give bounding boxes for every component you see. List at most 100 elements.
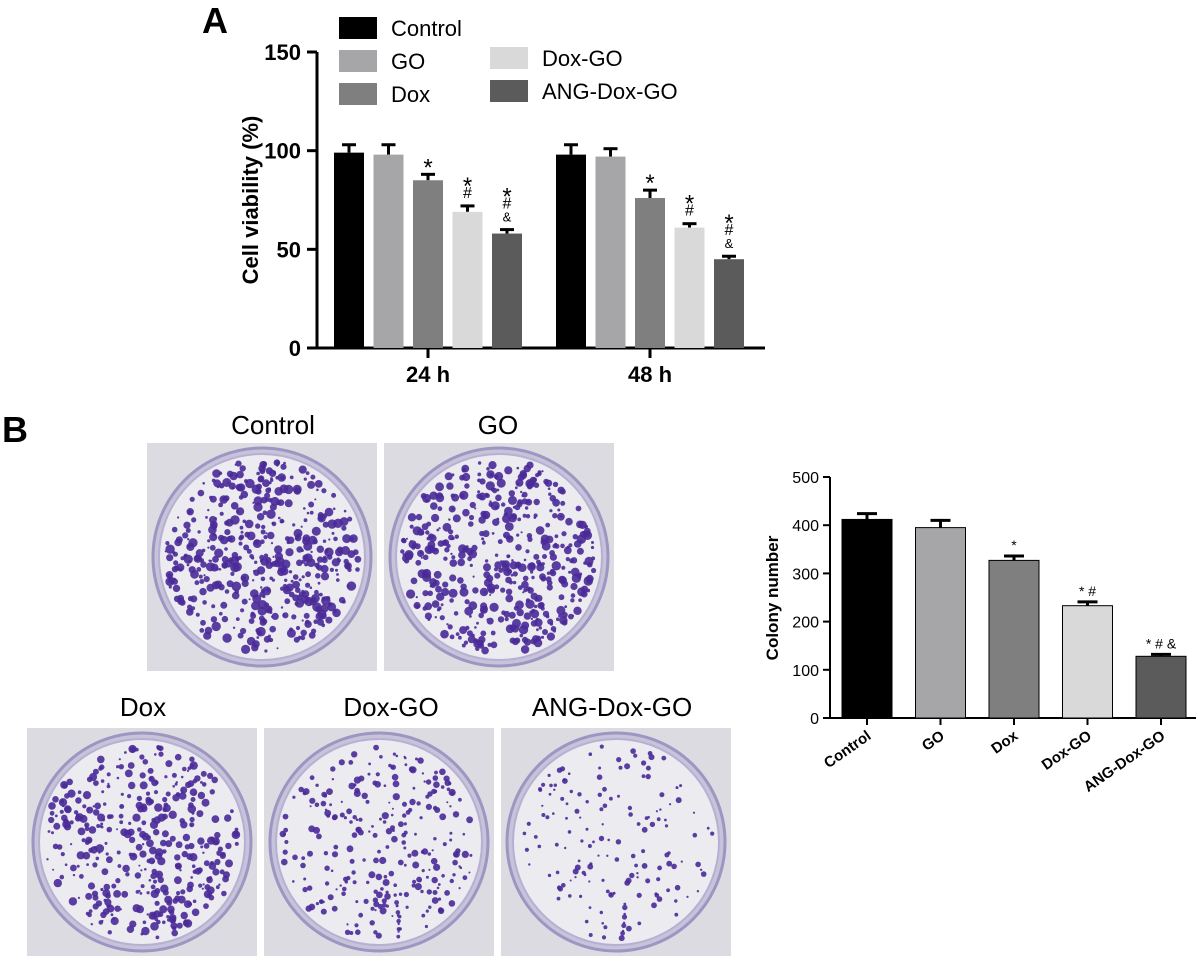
colony <box>498 567 504 573</box>
colony <box>326 814 331 818</box>
colony <box>377 849 381 854</box>
y-tick-label: 50 <box>277 237 301 262</box>
colony <box>129 852 138 861</box>
colony <box>657 865 662 871</box>
colony <box>261 617 266 622</box>
colony <box>645 773 651 780</box>
colony <box>529 476 537 484</box>
colony <box>160 839 167 847</box>
colony <box>189 788 198 796</box>
colony <box>75 797 82 804</box>
colony <box>222 633 232 643</box>
colony <box>396 934 401 939</box>
colony <box>545 614 550 619</box>
colony <box>372 832 378 838</box>
colony <box>578 572 583 576</box>
colony <box>197 867 203 873</box>
colony <box>346 584 350 588</box>
colony <box>424 574 427 578</box>
colony <box>579 816 582 819</box>
colony <box>168 810 177 819</box>
colony <box>69 820 74 825</box>
colony <box>159 905 168 914</box>
colony-plates: Control GO Dox Dox-GO ANG-Dox-GO <box>27 410 731 956</box>
colony <box>522 591 525 594</box>
colony <box>86 863 89 866</box>
colony <box>449 831 453 835</box>
colony <box>408 766 415 773</box>
colony <box>89 773 98 781</box>
colony <box>353 790 361 797</box>
colony <box>457 577 464 584</box>
colony <box>190 876 193 879</box>
colony <box>229 556 239 566</box>
colony <box>255 628 260 633</box>
colony <box>442 581 449 588</box>
colony <box>292 574 299 580</box>
colony <box>295 587 301 593</box>
colony <box>263 635 271 643</box>
colony <box>269 625 277 633</box>
colony <box>161 813 168 820</box>
colony <box>466 630 473 637</box>
colony <box>221 890 227 897</box>
colony <box>211 621 221 632</box>
colony <box>104 841 108 845</box>
bar-go-24-h <box>373 154 404 348</box>
colony <box>343 876 349 882</box>
colony <box>556 896 561 901</box>
colony <box>576 547 584 555</box>
colony <box>541 782 546 787</box>
colony <box>601 922 604 925</box>
colony <box>675 797 682 804</box>
colony <box>158 751 164 757</box>
colony <box>525 599 535 609</box>
colony <box>316 564 323 571</box>
colony <box>177 516 180 519</box>
colony <box>315 573 321 579</box>
colony <box>347 567 352 572</box>
colony <box>355 567 360 572</box>
colony <box>552 513 558 519</box>
colony <box>351 751 358 758</box>
colony <box>526 499 531 504</box>
colony <box>435 585 442 593</box>
colony <box>138 864 141 867</box>
significance-mark: # <box>685 203 694 220</box>
colony <box>152 860 155 864</box>
colony <box>230 502 239 510</box>
colony <box>530 570 534 574</box>
colony <box>270 477 273 480</box>
significance-mark: * <box>685 191 694 218</box>
colony <box>260 529 266 535</box>
colony <box>66 778 73 786</box>
colony <box>209 520 218 529</box>
colony <box>434 807 441 813</box>
colony <box>236 470 244 479</box>
colony <box>311 628 317 634</box>
colony <box>127 828 135 836</box>
colony <box>97 755 105 764</box>
colony <box>187 538 190 541</box>
colony <box>568 570 572 574</box>
colony <box>370 906 375 911</box>
colony <box>195 612 200 617</box>
significance-mark: * <box>502 184 511 211</box>
colony <box>549 569 557 577</box>
colony <box>292 880 295 883</box>
colony <box>570 598 575 603</box>
colony <box>559 488 566 495</box>
colony <box>557 508 561 512</box>
colony <box>77 790 82 794</box>
colonies-go <box>400 461 597 655</box>
colony <box>504 522 514 531</box>
colony <box>371 825 374 828</box>
colony <box>549 783 553 788</box>
colony <box>194 580 200 586</box>
colony <box>269 610 273 614</box>
colony <box>577 792 582 797</box>
colony <box>173 560 179 566</box>
colony <box>329 803 332 807</box>
colony <box>333 844 339 850</box>
